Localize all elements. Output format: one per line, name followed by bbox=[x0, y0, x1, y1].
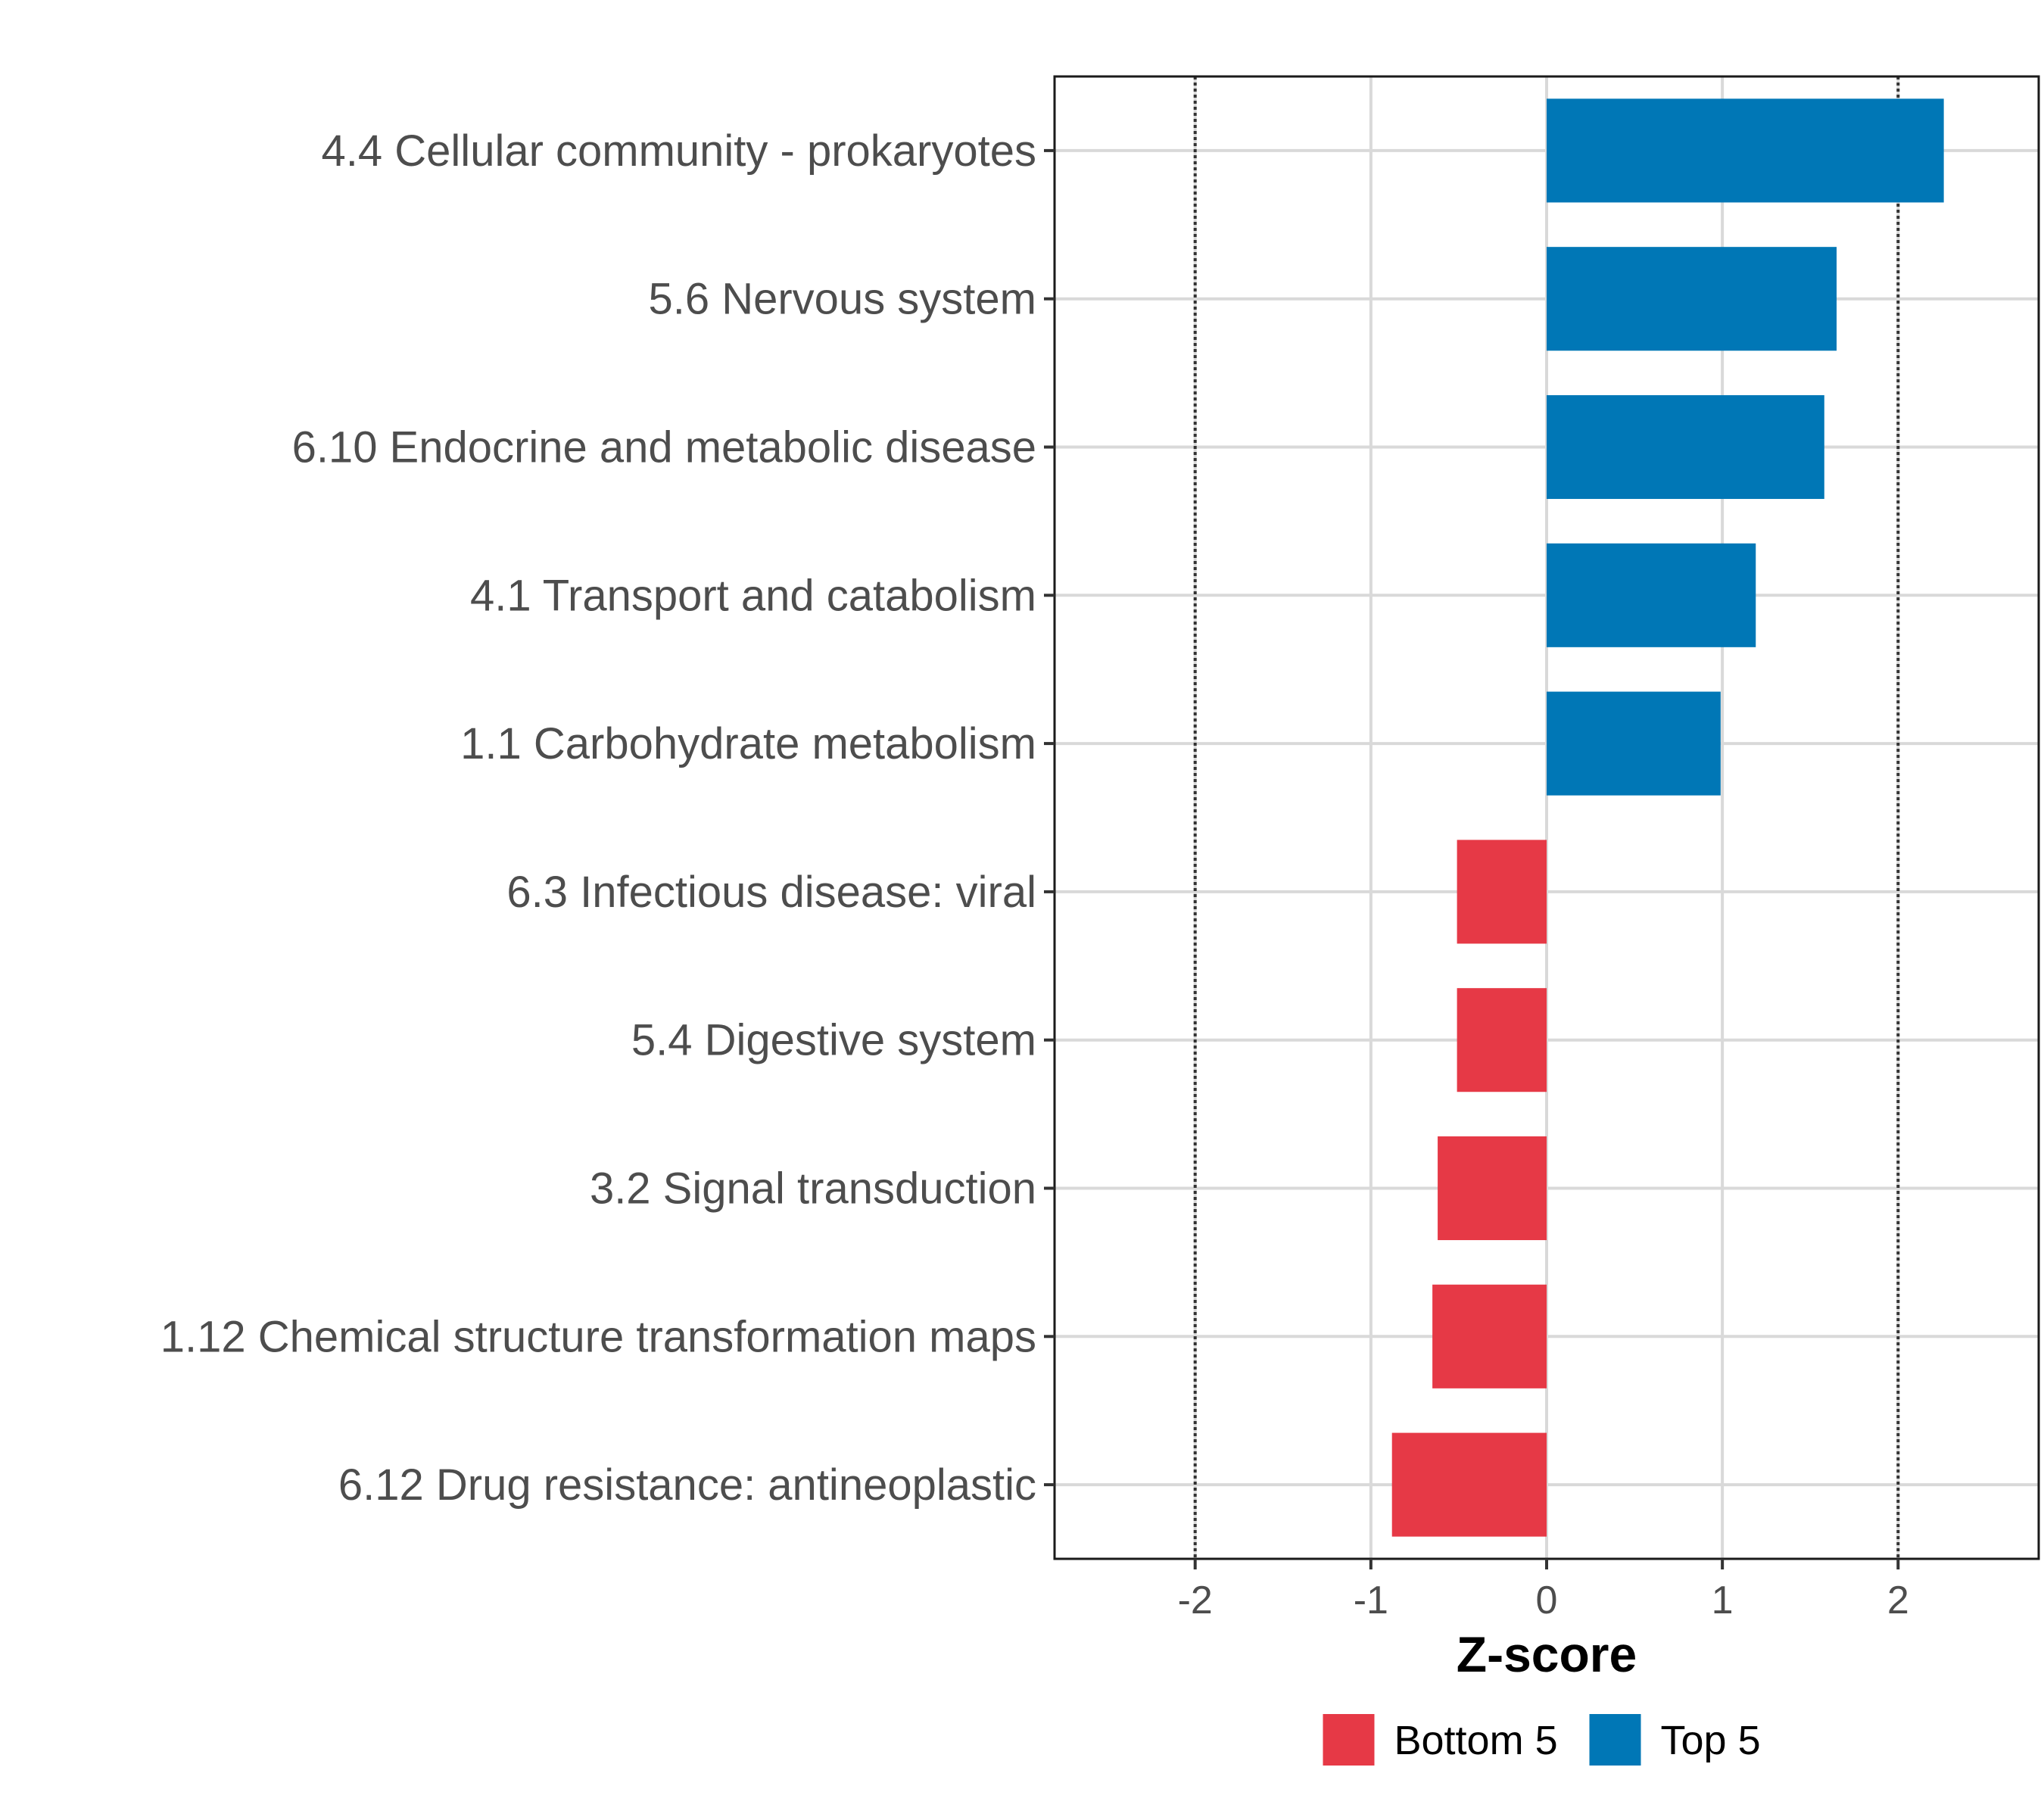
bar-8 bbox=[1432, 1284, 1547, 1388]
y-tick-label-4: 1.1 Carbohydrate metabolism bbox=[460, 719, 1036, 768]
bar-7 bbox=[1438, 1136, 1547, 1241]
bar-5 bbox=[1457, 840, 1547, 944]
legend-label-1: Top 5 bbox=[1661, 1718, 1761, 1763]
y-tick-label-9: 6.12 Drug resistance: antineoplastic bbox=[338, 1460, 1036, 1510]
bar-6 bbox=[1457, 988, 1547, 1092]
bar-9 bbox=[1391, 1432, 1547, 1537]
x-tick-label-2: 0 bbox=[1536, 1579, 1558, 1622]
bar-3 bbox=[1547, 543, 1756, 647]
y-tick-label-1: 5.6 Nervous system bbox=[648, 275, 1036, 324]
bar-1 bbox=[1547, 247, 1837, 351]
legend-label-0: Bottom 5 bbox=[1394, 1718, 1558, 1763]
y-tick-label-6: 5.4 Digestive system bbox=[631, 1016, 1036, 1065]
x-axis: -2 -1 0 1 2 bbox=[1178, 1559, 1909, 1622]
bar-0 bbox=[1547, 98, 1944, 203]
x-axis-title: Z-score bbox=[1457, 1626, 1637, 1682]
y-tick-label-2: 6.10 Endocrine and metabolic disease bbox=[292, 423, 1036, 472]
y-tick-label-0: 4.4 Cellular community - prokaryotes bbox=[322, 126, 1036, 176]
legend: Bottom 5 Top 5 bbox=[1323, 1714, 1761, 1766]
y-tick-label-3: 4.1 Transport and catabolism bbox=[470, 571, 1036, 620]
bars bbox=[1391, 98, 1944, 1537]
x-tick-label-1: -1 bbox=[1354, 1579, 1388, 1622]
y-tick-label-5: 6.3 Infectious disease: viral bbox=[506, 868, 1036, 917]
legend-key-0 bbox=[1323, 1714, 1375, 1766]
x-tick-label-0: -2 bbox=[1178, 1579, 1213, 1622]
reference-lines bbox=[1193, 76, 1900, 1559]
bar-4 bbox=[1547, 691, 1721, 796]
y-tick-label-7: 3.2 Signal transduction bbox=[590, 1164, 1036, 1214]
legend-key-1 bbox=[1589, 1714, 1641, 1766]
x-tick-label-4: 2 bbox=[1887, 1579, 1909, 1622]
y-axis: 4.4 Cellular community - prokaryotes 5.6 … bbox=[160, 126, 1055, 1510]
x-tick-label-3: 1 bbox=[1712, 1579, 1734, 1622]
bar-2 bbox=[1547, 394, 1824, 500]
y-tick-label-8: 1.12 Chemical structure transformation m… bbox=[160, 1312, 1036, 1361]
